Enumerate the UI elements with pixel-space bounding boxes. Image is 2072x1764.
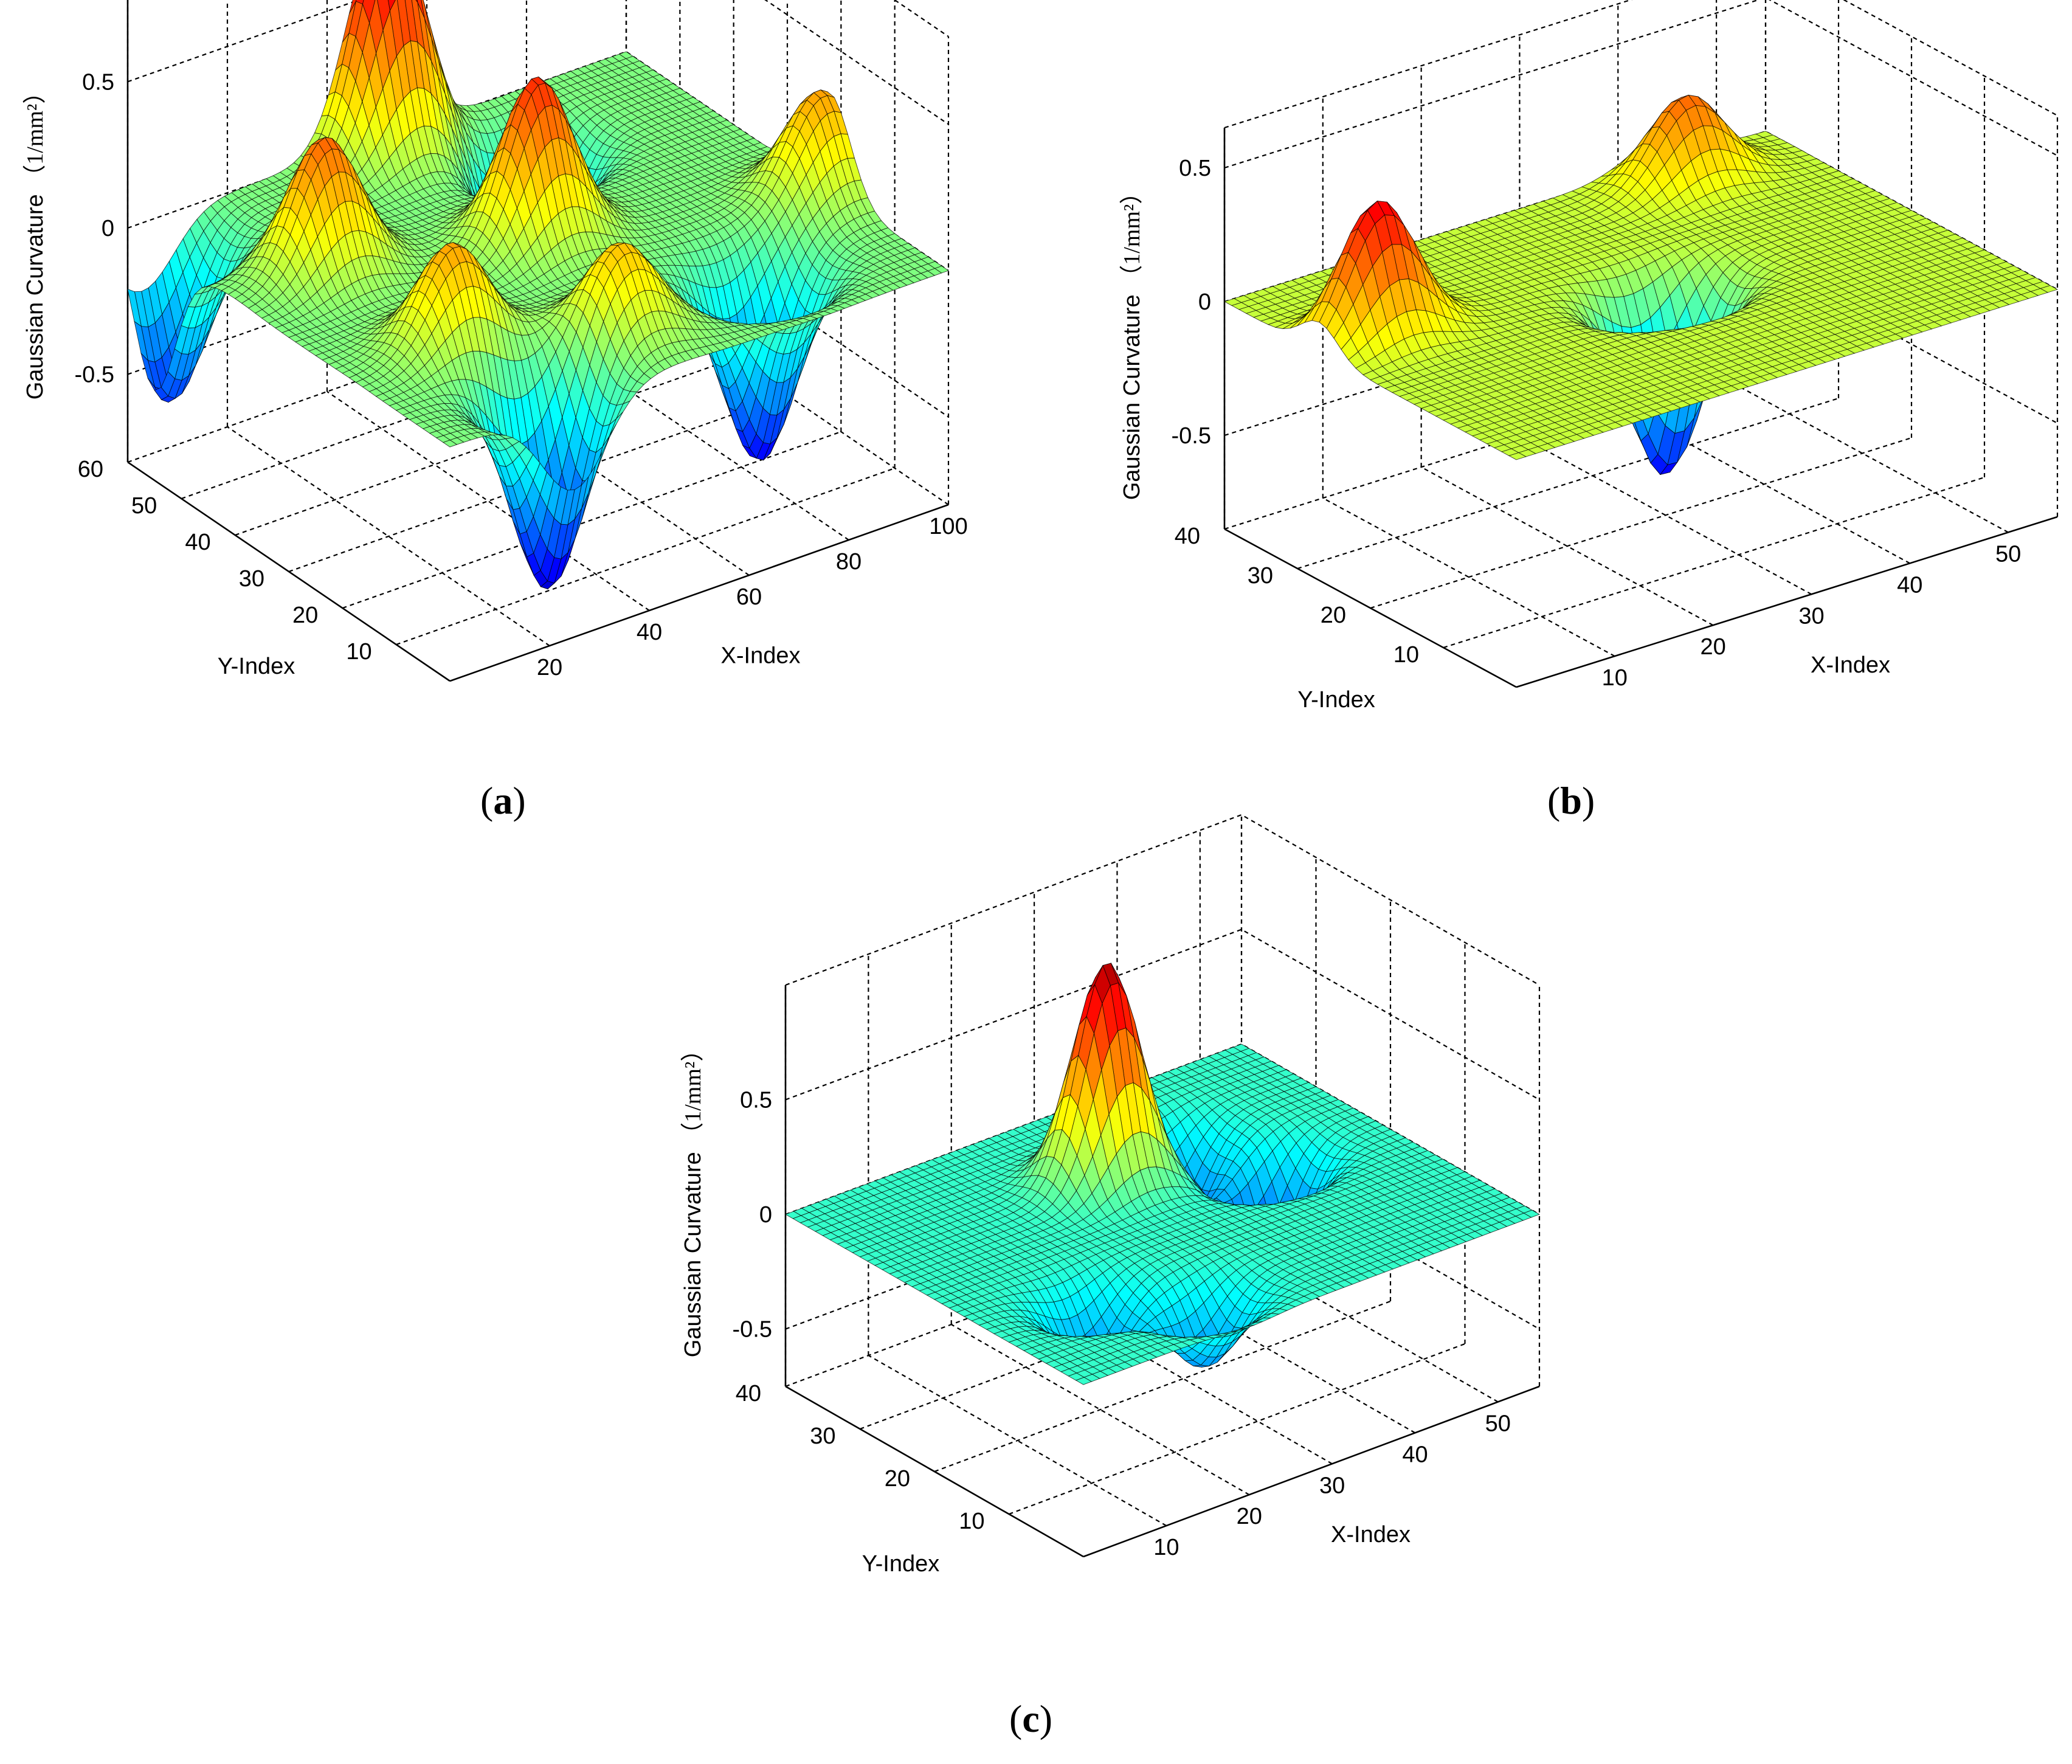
x-axis-line [1516,516,2058,688]
y-tick-label: 30 [239,566,264,592]
caption-a-letter: a [493,779,513,822]
y-tick-label: 10 [346,639,371,665]
z-tick-label: 0.5 [82,69,114,95]
grid-line [1370,437,1912,609]
y-axis-label: Y-Index [218,654,295,679]
surface-plot-b: 10 20 30 40 50 10 20 30 40 -0.5 0 0.5 X-Index Y-Index… [1036,0,2072,766]
surface-mesh-a [127,0,949,590]
tick-labels-a: 20 40 60 80 100 10 20 30 40 50 60 -0.5 0 0.5 [75,69,968,680]
x-tick-label: 20 [537,655,562,680]
z-tick-label: 0 [102,216,114,241]
caption-a-open: ( [480,779,494,822]
grid-line [396,467,896,646]
grid-line [127,0,949,125]
grid-line [326,391,650,611]
grid-line [893,0,949,37]
y-tick-label: 40 [185,530,210,555]
surface-plot-a: 20 40 60 80 100 10 20 30 40 50 60 -0.5 0 0.5 X-Index Y-… [0,0,1036,766]
surface-plot-b-svg: 102030405010203040-0.500.5X-IndexY-Index… [1119,0,2059,713]
surface-mesh-b [1223,94,2059,476]
y-tick-label: 50 [131,493,157,519]
grid-line [235,358,734,536]
y-axis-line [1224,528,1517,688]
surface-cell [443,440,458,448]
x-tick-label: 80 [836,549,862,575]
x-tick-label: 60 [736,584,762,610]
x-tick-label: 40 [637,620,662,645]
z-axis-label: Gaussian Curvature （1/mm²） [22,81,48,400]
caption-a: (a) [480,778,526,823]
y-axis-line [127,461,451,682]
x-axis-label: X-Index [721,643,801,669]
x-tick-label: 100 [929,514,967,539]
z-tick-label: -0.5 [75,362,114,388]
z-axis-label-unit: （1/mm²） [22,81,48,188]
grid-line [1224,0,2058,129]
surface-plot-a-svg: 20 40 60 80 100 10 20 30 40 50 60 -0.5 0 0.5 X-Index Y-… [22,0,968,682]
z-axis-label-name: Gaussian Curvature [22,188,48,400]
grid-line [342,431,841,609]
grid-line [1443,476,1985,649]
x-axis-line [449,503,949,682]
y-tick-label: 20 [292,603,318,628]
y-tick-label: 60 [78,457,103,482]
caption-a-close: ) [513,779,526,822]
